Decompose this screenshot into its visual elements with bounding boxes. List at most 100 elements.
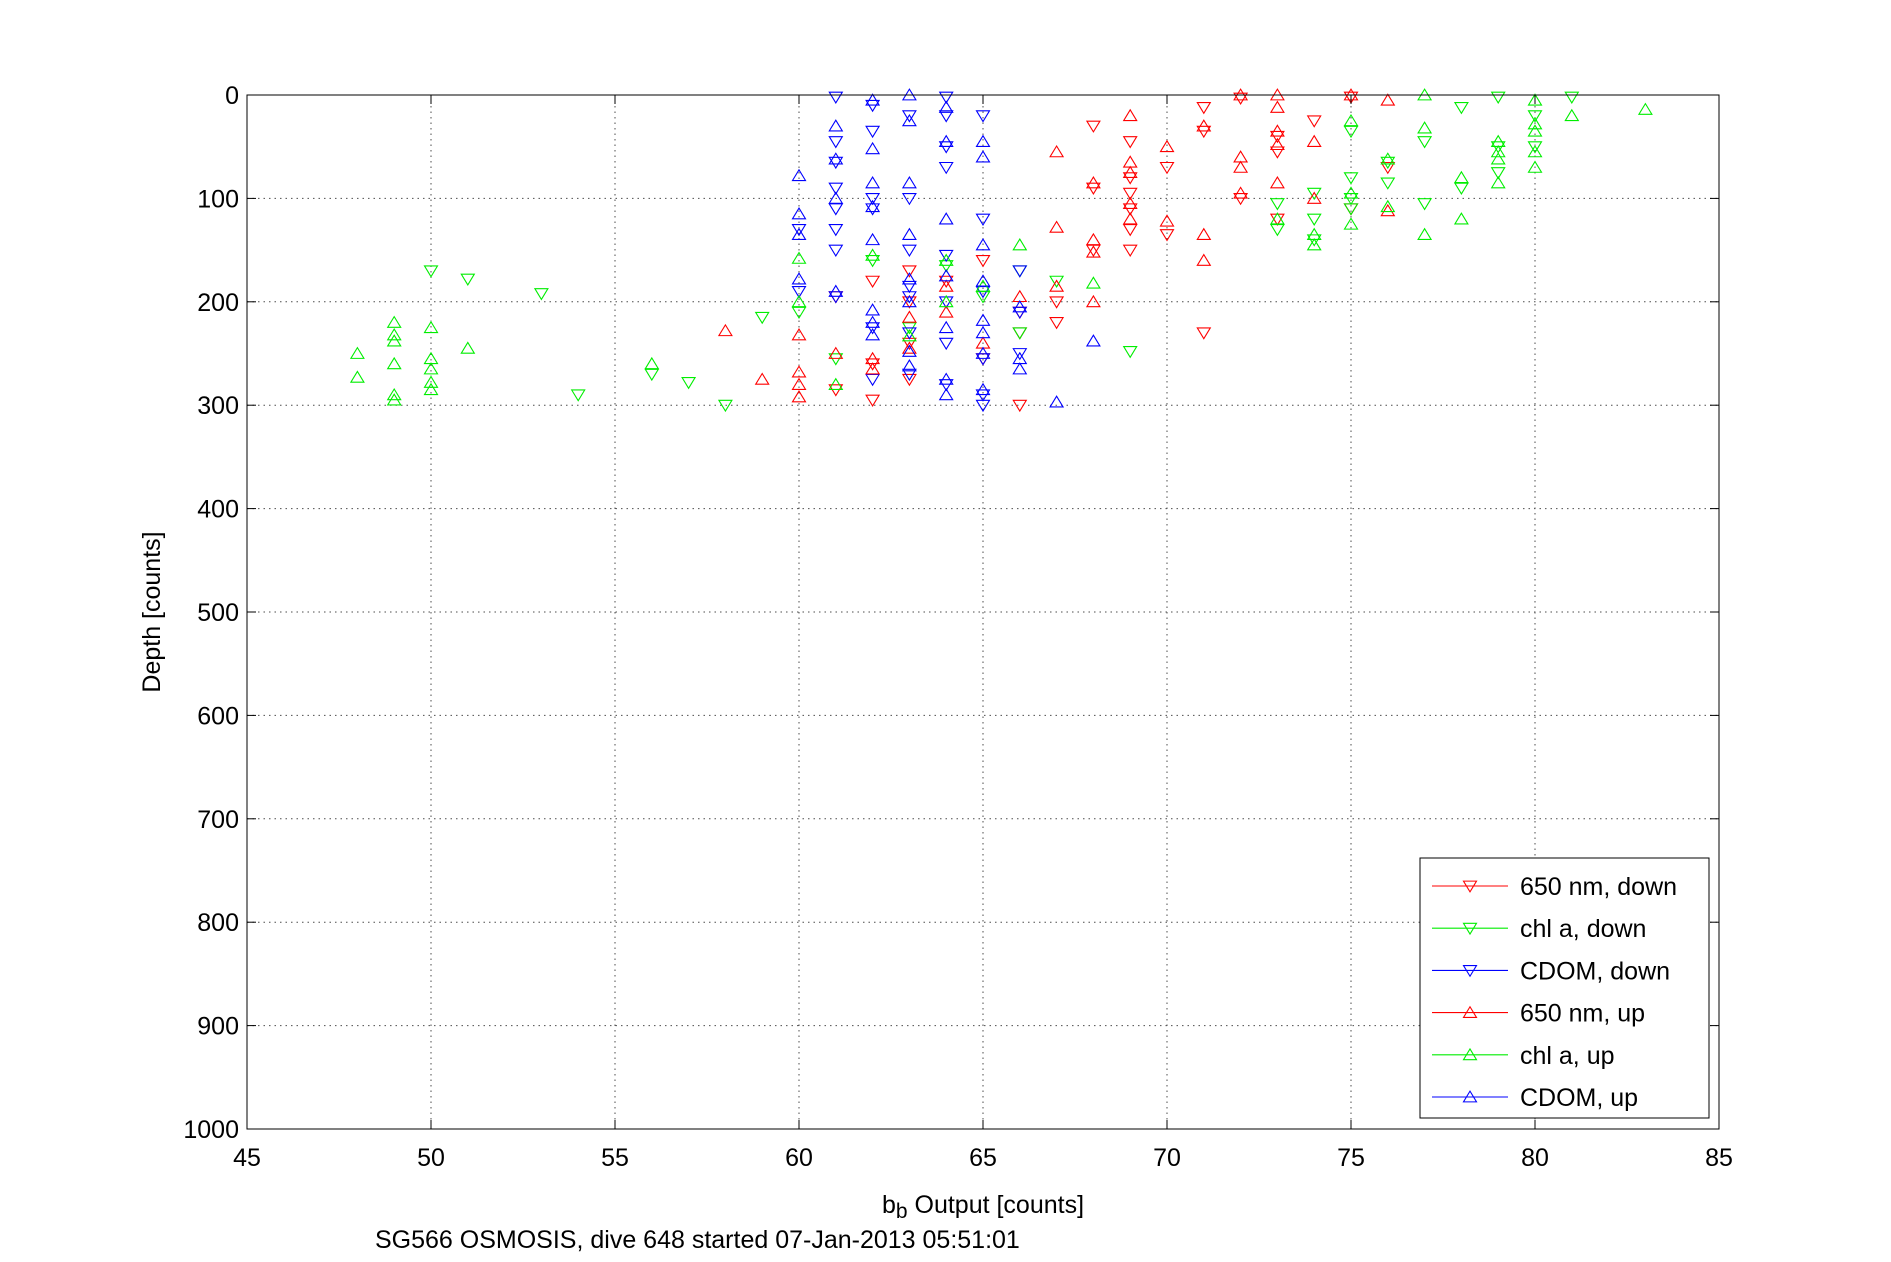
data-point bbox=[828, 223, 844, 237]
data-point bbox=[1196, 327, 1212, 340]
data-point bbox=[1343, 91, 1359, 104]
data-point bbox=[1012, 327, 1028, 340]
data-point bbox=[1453, 101, 1469, 115]
legend-label: 650 nm, down bbox=[1520, 873, 1677, 901]
data-point bbox=[1269, 198, 1285, 211]
data-point bbox=[938, 275, 954, 289]
y-tick-label: 1000 bbox=[183, 1116, 239, 1144]
data-point bbox=[1343, 172, 1359, 185]
data-point bbox=[901, 341, 917, 354]
data-point bbox=[1049, 317, 1065, 330]
data-point bbox=[533, 288, 549, 301]
data-point bbox=[865, 327, 881, 341]
data-point bbox=[975, 150, 991, 163]
data-point bbox=[423, 362, 439, 375]
data-point bbox=[938, 110, 954, 123]
data-point bbox=[1527, 117, 1543, 130]
data-point bbox=[1343, 125, 1359, 139]
data-point bbox=[975, 238, 991, 251]
data-point bbox=[1122, 244, 1138, 258]
y-tick-label: 200 bbox=[197, 289, 239, 317]
data-point bbox=[1306, 238, 1322, 251]
data-point bbox=[828, 353, 844, 366]
data-point bbox=[901, 368, 917, 382]
data-point bbox=[423, 320, 439, 334]
data-point bbox=[1122, 212, 1138, 225]
data-point bbox=[1122, 172, 1138, 185]
data-point bbox=[938, 253, 954, 266]
data-point bbox=[828, 284, 844, 297]
data-point bbox=[828, 191, 844, 204]
data-point bbox=[1527, 141, 1543, 154]
data-point bbox=[1490, 141, 1506, 154]
x-tick-label: 75 bbox=[1337, 1144, 1365, 1172]
data-point bbox=[791, 327, 807, 341]
data-point bbox=[828, 156, 844, 170]
data-point bbox=[1490, 167, 1506, 180]
data-point bbox=[791, 377, 807, 390]
data-point bbox=[865, 373, 881, 387]
data-point bbox=[1343, 203, 1359, 216]
data-point bbox=[1269, 175, 1285, 189]
data-point bbox=[865, 175, 881, 189]
data-point bbox=[1453, 212, 1469, 225]
legend-label: CDOM, up bbox=[1520, 1084, 1638, 1112]
data-point bbox=[828, 152, 844, 165]
data-point bbox=[1380, 177, 1396, 190]
data-point bbox=[1343, 113, 1359, 127]
data-point bbox=[865, 192, 881, 206]
data-point bbox=[1049, 296, 1065, 309]
data-point bbox=[865, 203, 881, 216]
data-point bbox=[975, 382, 991, 396]
data-point bbox=[975, 110, 991, 123]
data-point bbox=[1269, 130, 1285, 144]
y-tick-label: 700 bbox=[197, 806, 239, 834]
legend-marker bbox=[1462, 1005, 1478, 1019]
data-point bbox=[1527, 144, 1543, 158]
data-point bbox=[901, 310, 917, 323]
legend-label: chl a, up bbox=[1520, 1042, 1615, 1070]
data-point bbox=[1233, 186, 1249, 199]
data-point bbox=[1122, 136, 1138, 149]
data-point bbox=[1306, 213, 1322, 226]
data-point bbox=[791, 168, 807, 182]
data-point bbox=[791, 227, 807, 241]
series-cdom-down bbox=[791, 91, 1028, 413]
data-point bbox=[386, 393, 402, 406]
data-point bbox=[901, 113, 917, 127]
data-point bbox=[1085, 334, 1101, 347]
legend-box bbox=[1419, 857, 1710, 1119]
data-point bbox=[1012, 238, 1028, 251]
data-point bbox=[1490, 144, 1506, 158]
data-point bbox=[865, 248, 881, 261]
data-point bbox=[1490, 91, 1506, 104]
y-tick-label: 500 bbox=[197, 599, 239, 627]
data-point bbox=[865, 93, 881, 106]
data-point bbox=[1343, 217, 1359, 230]
data-point bbox=[1085, 276, 1101, 289]
data-point bbox=[423, 265, 439, 278]
data-point bbox=[1527, 93, 1543, 106]
data-point bbox=[1417, 227, 1433, 241]
series-chl-a-up bbox=[349, 88, 1653, 406]
data-point bbox=[1196, 253, 1212, 266]
data-point bbox=[386, 315, 402, 328]
data-point bbox=[865, 99, 881, 113]
x-tick-label: 65 bbox=[969, 1144, 997, 1172]
data-point bbox=[828, 182, 844, 195]
data-point bbox=[1159, 161, 1175, 175]
data-point bbox=[1380, 203, 1396, 217]
data-point bbox=[865, 322, 881, 335]
data-point bbox=[938, 249, 954, 263]
data-point bbox=[1196, 119, 1212, 132]
data-point bbox=[1269, 137, 1285, 151]
data-point bbox=[865, 358, 881, 371]
data-point bbox=[938, 161, 954, 175]
data-point bbox=[901, 358, 917, 372]
data-point bbox=[349, 346, 365, 359]
data-point bbox=[1306, 187, 1322, 201]
data-point bbox=[1122, 165, 1138, 178]
legend-label: 650 nm, up bbox=[1520, 1000, 1645, 1028]
data-point bbox=[386, 334, 402, 347]
data-point bbox=[1380, 93, 1396, 106]
